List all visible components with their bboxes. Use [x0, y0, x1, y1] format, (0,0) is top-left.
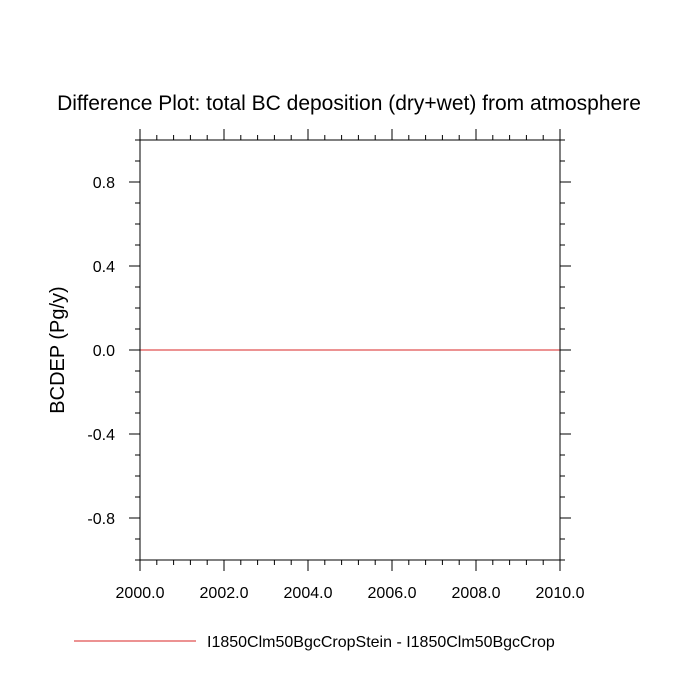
y-axis-label: BCDEP (Pg/y)	[47, 286, 69, 413]
x-tick-label: 2000.0	[116, 585, 165, 602]
legend-series-label: I1850Clm50BgcCropStein - I1850Clm50BgcCr…	[207, 634, 555, 651]
x-tick-label: 2010.0	[536, 585, 585, 602]
x-tick-label: 2008.0	[452, 585, 501, 602]
x-tick-label: 2002.0	[200, 585, 249, 602]
legend: I1850Clm50BgcCropStein - I1850Clm50BgcCr…	[74, 634, 555, 651]
y-tick-label: 0.4	[93, 259, 115, 276]
major-ticks	[129, 129, 571, 571]
minor-ticks	[135, 135, 565, 565]
x-tick-labels: 2000.0 2002.0 2004.0 2006.0 2008.0 2010.0	[116, 585, 585, 602]
y-tick-label: 0.8	[93, 175, 115, 192]
y-tick-label: -0.8	[87, 511, 115, 528]
x-tick-label: 2006.0	[368, 585, 417, 602]
x-tick-label: 2004.0	[284, 585, 333, 602]
plot-frame	[139, 139, 561, 561]
y-tick-label: -0.4	[87, 427, 115, 444]
chart-title: Difference Plot: total BC deposition (dr…	[57, 92, 641, 115]
y-tick-labels: 0.8 0.4 0.0 -0.4 -0.8	[87, 175, 115, 528]
y-tick-label: 0.0	[93, 343, 115, 360]
